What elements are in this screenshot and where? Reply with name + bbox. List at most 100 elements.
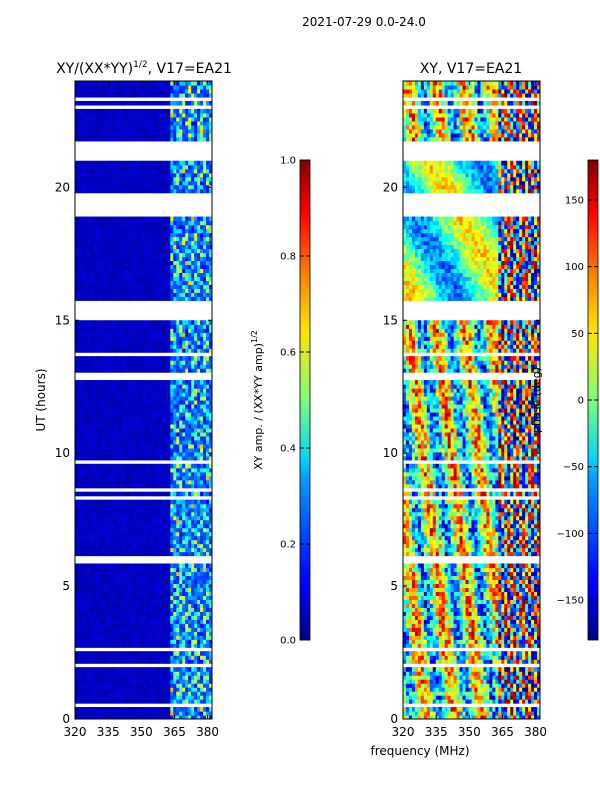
heatmap-cell <box>125 695 130 700</box>
heatmap-cell <box>80 463 85 469</box>
heatmap-cell <box>161 535 165 541</box>
heatmap-cell <box>209 683 212 688</box>
heatmap-cell <box>95 360 100 365</box>
heatmap-cell <box>104 364 109 369</box>
heatmap-cell <box>98 320 103 325</box>
heatmap-cell <box>110 415 115 421</box>
heatmap-cell <box>152 667 157 672</box>
heatmap-cell <box>75 415 79 421</box>
heatmap-cell <box>77 284 82 289</box>
heatmap-cell <box>188 579 192 585</box>
heatmap-cell <box>164 563 168 569</box>
heatmap-cell <box>113 364 118 369</box>
heatmap-cell <box>146 427 151 433</box>
heatmap-cell <box>155 671 159 676</box>
heatmap-cell <box>149 607 154 612</box>
heatmap-cell <box>86 651 91 656</box>
heatmap-cell <box>140 236 145 242</box>
heatmap-cell <box>209 407 212 413</box>
heatmap-cell <box>164 491 168 497</box>
heatmap-cell <box>131 603 136 608</box>
heatmap-cell <box>122 467 127 473</box>
heatmap-cell <box>92 591 97 596</box>
heatmap-cell <box>137 256 142 262</box>
heatmap-cell <box>161 264 165 270</box>
heatmap-cell <box>75 292 79 297</box>
heatmap-cell <box>167 619 171 624</box>
heatmap-cell <box>131 220 136 226</box>
heatmap-cell <box>173 587 177 592</box>
heatmap-cell <box>119 384 124 389</box>
heatmap-cell <box>185 527 189 533</box>
heatmap-cell <box>206 471 210 477</box>
heatmap-cell <box>104 403 109 409</box>
heatmap-cell <box>152 639 157 644</box>
heatmap-cell <box>149 515 154 521</box>
heatmap-cell <box>125 567 130 573</box>
heatmap-cell <box>92 443 97 449</box>
heatmap-cell <box>98 575 103 581</box>
heatmap-cell <box>110 675 115 680</box>
heatmap-cell <box>119 411 124 417</box>
heatmap-cell <box>206 579 210 585</box>
heatmap-cell <box>95 527 100 533</box>
heatmap-cell <box>191 595 195 600</box>
heatmap-cell <box>209 507 212 513</box>
heatmap-cell <box>188 332 192 337</box>
heatmap-cell <box>158 711 162 716</box>
heatmap-cell <box>80 336 85 341</box>
heatmap-cell <box>146 547 151 553</box>
heatmap-cell <box>101 228 106 234</box>
heatmap-cell <box>101 396 106 401</box>
heatmap-cell <box>92 284 97 289</box>
heatmap-cell <box>89 583 94 589</box>
heatmap-cell <box>182 711 186 716</box>
heatmap-cell <box>86 392 91 397</box>
heatmap-cell <box>146 715 151 719</box>
heatmap-cell <box>176 567 180 573</box>
heatmap-cell <box>161 344 165 349</box>
heatmap-cell <box>173 671 177 676</box>
heatmap-cell <box>209 591 212 596</box>
heatmap-cell <box>182 320 186 325</box>
heatmap-cell <box>209 599 212 604</box>
heatmap-cell <box>95 587 100 592</box>
heatmap-cell <box>128 356 133 361</box>
heatmap-cell <box>167 447 171 453</box>
heatmap-cell <box>206 380 210 385</box>
heatmap-cell <box>152 687 157 692</box>
heatmap-cell <box>152 627 157 632</box>
heatmap-cell <box>155 679 159 684</box>
heatmap-cell <box>75 659 79 664</box>
heatmap-cell <box>119 635 124 640</box>
heatmap-cell <box>104 244 109 250</box>
heatmap-cell <box>77 623 82 628</box>
heatmap-cell <box>143 535 148 541</box>
heatmap-cell <box>83 683 88 688</box>
heatmap-cell <box>134 268 139 273</box>
heatmap-cell <box>182 547 186 553</box>
heatmap-cell <box>128 340 133 345</box>
heatmap-cell <box>101 567 106 573</box>
heatmap-cell <box>75 551 79 557</box>
heatmap-cell <box>101 268 106 273</box>
heatmap-cell <box>155 527 159 533</box>
heatmap-cell <box>173 224 177 230</box>
heatmap-cell <box>179 320 183 325</box>
heatmap-cell <box>164 463 168 469</box>
heatmap-cell <box>164 356 168 361</box>
heatmap-cell <box>176 455 180 461</box>
heatmap-cell <box>83 411 88 417</box>
heatmap-cell <box>203 419 207 425</box>
heatmap-cell <box>194 587 198 592</box>
heatmap-cell <box>101 439 106 445</box>
heatmap-cell <box>83 220 88 226</box>
heatmap-cell <box>200 511 204 517</box>
heatmap-cell <box>107 539 112 545</box>
heatmap-cell <box>134 364 139 369</box>
heatmap-cell <box>167 463 171 469</box>
heatmap-cell <box>200 435 204 441</box>
heatmap-cell <box>92 236 97 242</box>
heatmap-cell <box>131 288 136 293</box>
heatmap-cell <box>152 623 157 628</box>
